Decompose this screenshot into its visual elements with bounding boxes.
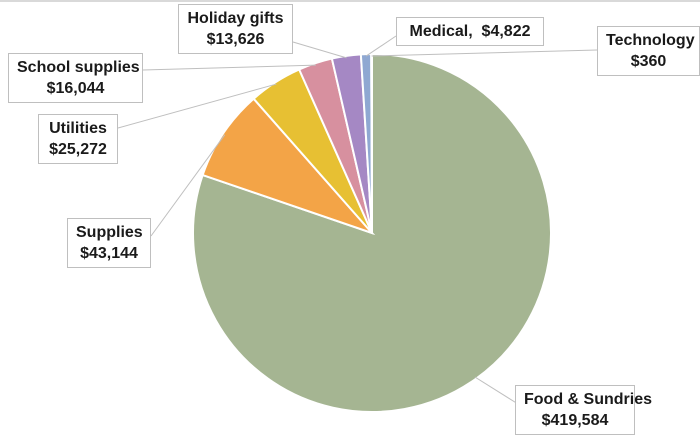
label-school-supplies: School supplies: [17, 59, 140, 76]
value-food-sundries: $419,584: [541, 412, 609, 429]
callout-medical: Medical, $4,822: [396, 17, 544, 46]
value-utilities: $25,272: [49, 141, 107, 158]
leader-technology: [371, 49, 598, 57]
value-supplies: $43,144: [80, 245, 138, 262]
label-medical: Medical, $4,822: [409, 23, 531, 40]
top-border: [0, 0, 700, 2]
callout-holiday-gifts: Holiday gifts $13,626: [178, 4, 293, 54]
leader-school-supplies: [142, 64, 316, 71]
label-supplies: Supplies: [76, 224, 143, 241]
value-holiday-gifts: $13,626: [206, 31, 265, 48]
pie-slices: [192, 52, 552, 413]
label-technology: Technology: [606, 32, 695, 49]
label-holiday-gifts: Holiday gifts: [187, 10, 284, 27]
value-medical: $4,822: [481, 23, 531, 40]
slice-supplies: [201, 97, 376, 236]
callout-technology: Technology $360: [597, 26, 700, 76]
callout-supplies: Supplies $43,144: [67, 218, 151, 268]
leader-lines: [117, 35, 598, 405]
leader-supplies: [150, 134, 226, 237]
value-technology: $360: [630, 53, 667, 70]
callout-food-sundries: Food & Sundries $419,584: [515, 385, 652, 435]
label-food-sundries: Food & Sundries: [524, 391, 652, 408]
slice-technology: [370, 52, 373, 234]
leader-medical: [365, 35, 397, 57]
leader-holiday-gifts: [292, 41, 347, 59]
leader-utilities: [117, 83, 277, 129]
callout-utilities: Utilities $25,272: [38, 114, 118, 164]
label-utilities: Utilities: [49, 120, 107, 137]
value-school-supplies: $16,044: [46, 80, 105, 97]
callout-school-supplies: School supplies $16,044: [8, 53, 143, 103]
leader-food-and-sundries: [474, 376, 519, 405]
